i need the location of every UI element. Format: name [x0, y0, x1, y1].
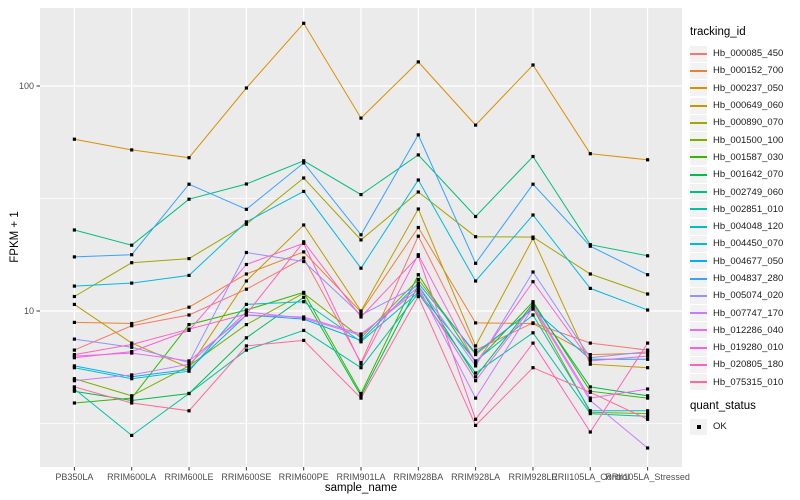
legend-item: Hb_004837_280 [690, 270, 783, 287]
legend-item: Hb_004048_120 [690, 218, 783, 235]
legend-key-line [690, 305, 707, 322]
legend-key-line [690, 62, 707, 79]
legend-item: Hb_002749_060 [690, 183, 784, 201]
legend-item-label: Hb_075315_010 [713, 376, 784, 388]
y-axis-title: FPKM + 1 [9, 211, 21, 263]
x-tick-label: RRIM928BA [393, 472, 443, 482]
legend-item: Hb_002851_010 [690, 201, 783, 218]
legend-item: Hb_075315_010 [690, 374, 783, 391]
legend-item: Hb_004677_050 [690, 253, 783, 270]
legend-key-line [690, 149, 707, 166]
legend-item-label: Hb_000152_700 [713, 65, 784, 77]
x-tick-label: RRIM600SE [221, 472, 271, 482]
x-tick-label: RRIM928LA [451, 472, 500, 482]
legend-item-label: Hb_005074_020 [713, 290, 784, 302]
legend-item: Hb_020805_180 [690, 356, 783, 373]
legend-key-line [690, 45, 707, 62]
y-tick-label: 100 [19, 81, 34, 91]
x-tick-label: RRIM600PE [279, 472, 329, 482]
legend-item: Hb_001587_030 [690, 149, 783, 166]
data-points [72, 21, 650, 450]
legend-item-label: Hb_007747_170 [713, 307, 784, 319]
legend-item-quant: OK [690, 418, 783, 435]
legend-key-line [690, 184, 707, 201]
legend-item-label: Hb_004450_070 [713, 238, 784, 250]
legend-item-label: Hb_004677_050 [713, 255, 784, 267]
x-tick-label: RRIM901LA [336, 472, 385, 482]
legend-key-line [690, 166, 707, 183]
x-tick-label: RRIM600LE [164, 472, 213, 482]
legend-item: Hb_000152_700 [690, 62, 783, 79]
legend-item: Hb_012286_040 [690, 322, 783, 339]
legend-key-line [690, 339, 707, 356]
axis-tick-labels: PB350LA RRIM600LA RRIM600LE RRIM600SE RRIM60… [19, 81, 690, 482]
axis-ticks [36, 85, 649, 471]
legend-item-label: Hb_000237_050 [713, 82, 784, 94]
legend-item: Hb_001500_100 [690, 131, 784, 149]
legend-item-label: Hb_001642_070 [713, 169, 784, 181]
legend-item-label: OK [713, 421, 727, 433]
legend-item-label: Hb_000890_070 [713, 117, 784, 129]
legend-item-label: Hb_020805_180 [713, 359, 784, 371]
x-tick-label: RRII105LA_Control [551, 472, 629, 482]
legend-item: Hb_000237_050 [690, 80, 783, 97]
legend-item: Hb_000890_070 [690, 114, 783, 131]
legend-key-line [690, 322, 707, 339]
legend-color-items: Hb_000085_450 Hb_000152_700 Hb_000237_050 H… [690, 45, 783, 391]
legend-key-square [690, 418, 707, 435]
x-axis-title: sample_name [324, 482, 398, 494]
y-tick-label: 10 [24, 306, 34, 316]
legend-key-line [690, 97, 707, 114]
legend-shape-items: OK [690, 418, 783, 435]
legend-item-label: Hb_019280_010 [713, 342, 784, 354]
legend-item-label: Hb_000649_060 [713, 100, 784, 112]
legend-key-line [690, 356, 707, 373]
legend-item-label: Hb_004837_280 [713, 273, 784, 284]
x-tick-label: RRIM600LA [107, 472, 156, 482]
legend-key-line [690, 218, 707, 235]
legend-key-line [690, 253, 707, 270]
x-tick-label: RRII105LA_Stressed [605, 472, 690, 482]
legend-item-label: Hb_002749_060 [713, 186, 784, 198]
legend-title-quant-status: quant_status [690, 399, 756, 412]
legend-key-line [690, 114, 707, 131]
legend-item-label: Hb_012286_040 [713, 324, 784, 336]
legend-item: Hb_001642_070 [690, 166, 783, 183]
legend-item-label: Hb_000085_450 [713, 48, 784, 60]
legend-key-line [690, 80, 707, 97]
legend-key-line [690, 132, 707, 149]
legend-item-label: Hb_001587_030 [713, 151, 784, 163]
legend-item: Hb_019280_010 [690, 339, 783, 356]
legend: tracking_id Hb_000085_450 Hb_000152_700 Hb… [690, 26, 783, 435]
legend-item: Hb_000085_450 [690, 45, 783, 62]
legend-item: Hb_000649_060 [690, 97, 783, 114]
legend-key-line [690, 201, 707, 218]
legend-item-label: Hb_001500_100 [713, 134, 784, 146]
legend-item: Hb_005074_020 [690, 287, 783, 304]
legend-key-line [690, 235, 707, 252]
legend-item-label: Hb_002851_010 [713, 203, 784, 215]
legend-key-line [690, 287, 707, 304]
legend-title-tracking-id: tracking_id [690, 26, 746, 38]
legend-key-line [690, 374, 707, 391]
legend-item: Hb_004450_070 [690, 235, 783, 252]
legend-item: Hb_007747_170 [690, 304, 784, 322]
x-tick-label: PB350LA [55, 472, 93, 482]
legend-key-line [690, 270, 707, 287]
x-tick-label: RRIM928LE [508, 472, 557, 482]
legend-item-label: Hb_004048_120 [713, 221, 784, 233]
